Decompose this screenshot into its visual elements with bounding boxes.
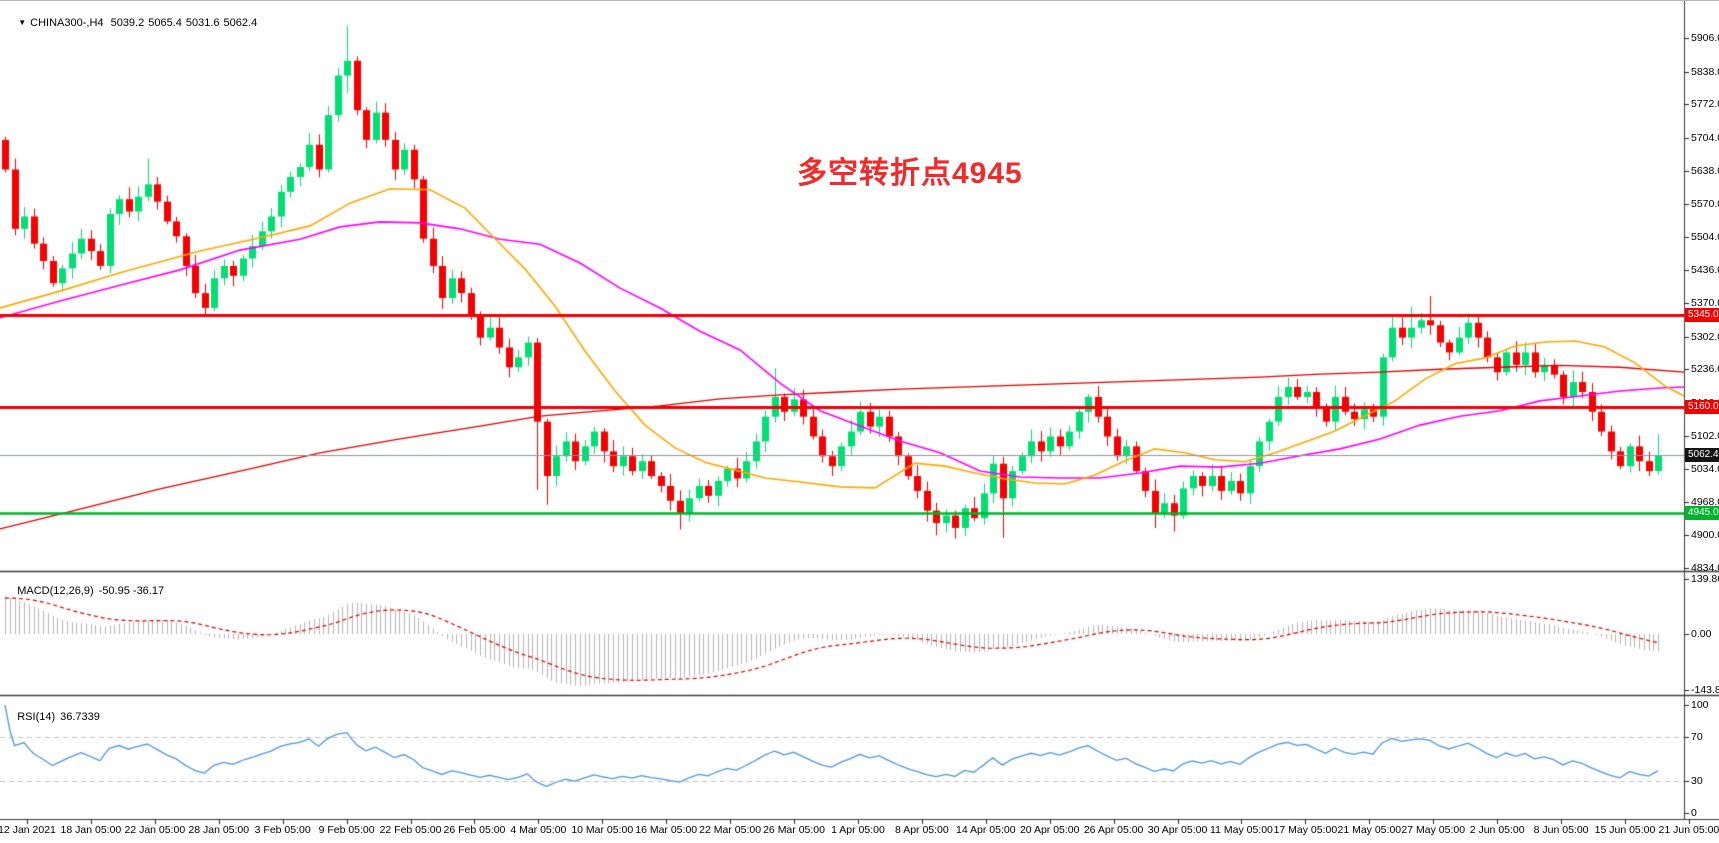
macd-tick-label: 139.86 [1691, 573, 1719, 585]
time-axis-label: 15 Jun 05:00 [1594, 824, 1656, 836]
price-tick-label: 5838.0 [1691, 65, 1719, 78]
macd-values: -50.95 -36.17 [98, 585, 165, 597]
time-axis-label: 26 Feb 05:00 [443, 824, 506, 836]
rsi-tick-label: 30 [1691, 775, 1703, 787]
macd-indicator-label: MACD(12,26,9) -50.95 -36.17 [5, 573, 169, 609]
time-axis-label: 18 Jan 05:00 [60, 824, 122, 836]
price-tick-label: 4834.0 [1691, 562, 1719, 574]
time-axis-label: 21 May 05:00 [1337, 824, 1402, 836]
rsi-value: 36.7339 [60, 711, 100, 723]
time-axis-label: 27 May 05:00 [1401, 824, 1466, 836]
price-level-badge: 5062.4 [1685, 448, 1719, 463]
price-tick-label: 5102.0 [1691, 429, 1719, 442]
time-axis-label: 2 Jun 05:00 [1469, 824, 1525, 836]
symbol-title: ▼ CHINA300-,H4 5039.2 5065.4 5031.6 5062.4 [6, 5, 261, 41]
time-axis-label: 11 May 05:00 [1210, 824, 1273, 836]
time-axis-label: 22 Mar 05:00 [699, 824, 762, 836]
macd-tick-label: -143.82 [1691, 684, 1719, 696]
time-axis-label: 12 Jan 2021 [0, 824, 56, 836]
time-axis-label: 21 Jun 05:00 [1658, 824, 1719, 836]
ohlc-high: 5065.4 [148, 17, 182, 29]
symbol-dropdown-icon[interactable]: ▼ [18, 18, 27, 27]
time-axis-label: 4 Mar 05:00 [510, 824, 567, 836]
macd-name: MACD(12,26,9) [17, 585, 94, 597]
price-tick-label: 5302.0 [1691, 330, 1719, 343]
price-tick-label: 5906.0 [1691, 32, 1719, 44]
macd-tick-label: 0.00 [1691, 628, 1712, 640]
macd-panel[interactable] [0, 572, 1684, 695]
rsi-name: RSI(14) [17, 711, 56, 723]
time-axis-label: 3 Feb 05:00 [254, 824, 311, 836]
rsi-panel[interactable] [0, 696, 1684, 819]
rsi-tick-label: 70 [1691, 731, 1703, 743]
time-axis-label: 16 Mar 05:00 [635, 824, 698, 836]
time-axis-label: 8 Jun 05:00 [1533, 824, 1589, 836]
price-tick-label: 5704.0 [1691, 131, 1719, 144]
time-axis-label: 9 Feb 05:00 [318, 824, 375, 836]
price-tick-label: 5570.0 [1691, 198, 1719, 211]
price-tick-label: 5034.0 [1691, 463, 1719, 476]
main-price-panel[interactable] [0, 1, 1684, 571]
price-tick-label: 5772.0 [1691, 98, 1719, 111]
price-level-badge: 5345.0 [1685, 308, 1719, 323]
rsi-indicator-label: RSI(14) 36.7339 [5, 699, 105, 735]
time-axis-label: 26 Mar 05:00 [763, 824, 825, 836]
time-axis-label: 10 Mar 05:00 [571, 824, 634, 836]
time-axis-label: 22 Jan 05:00 [124, 824, 186, 836]
rsi-tick-label: 0 [1691, 807, 1697, 819]
time-axis-label: 28 Jan 05:00 [188, 824, 250, 836]
symbol-name: CHINA300-,H4 [30, 17, 104, 29]
time-axis-label: 22 Feb 05:00 [379, 824, 442, 836]
time-axis-label: 20 Apr 05:00 [1019, 824, 1080, 836]
price-tick-label: 5236.0 [1691, 363, 1719, 376]
time-axis-label: 1 Apr 05:00 [831, 824, 885, 836]
time-axis-label: 8 Apr 05:00 [895, 824, 949, 836]
time-axis-label: 17 May 05:00 [1273, 824, 1338, 836]
price-level-badge: 5160.0 [1685, 399, 1719, 414]
price-tick-label: 4900.0 [1691, 529, 1719, 542]
time-axis-label: 14 Apr 05:00 [956, 824, 1016, 836]
price-level-badge: 4945.0 [1685, 506, 1719, 521]
ohlc-low: 5031.6 [185, 17, 220, 29]
price-tick-label: 5504.0 [1691, 230, 1719, 243]
price-tick-label: 5638.0 [1691, 164, 1719, 177]
price-tick-label: 5436.0 [1691, 264, 1719, 277]
time-axis-label: 26 Apr 05:00 [1083, 824, 1144, 836]
chart-text-annotation[interactable]: 多空转折点4945 [797, 157, 1023, 190]
price-tick-label: 5370.0 [1691, 297, 1719, 309]
rsi-tick-label: 100 [1691, 699, 1709, 711]
time-axis-label: 30 Apr 05:00 [1147, 824, 1208, 836]
ohlc-close: 5062.4 [223, 17, 258, 29]
price-tick-label: 4968.0 [1691, 495, 1719, 508]
ohlc-open: 5039.2 [110, 17, 145, 29]
